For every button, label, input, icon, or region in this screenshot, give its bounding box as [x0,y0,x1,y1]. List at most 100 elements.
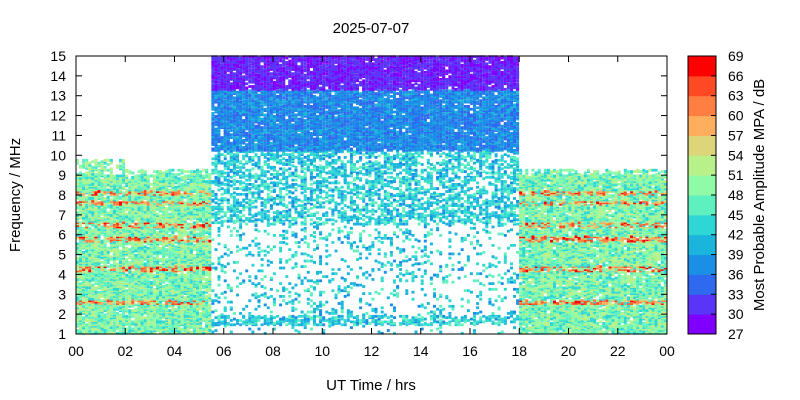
heatmap-cell [226,286,230,290]
heatmap-cell [180,290,184,294]
heatmap-cell [217,158,221,162]
heatmap-cell [134,185,138,189]
heatmap-cell [100,295,104,298]
heatmap-cell [137,282,141,285]
heatmap-cell [171,202,175,206]
heatmap-cell [82,270,86,274]
heatmap-cell [223,99,227,103]
heatmap-cell [205,194,209,198]
heatmap-cell [85,275,89,278]
heatmap-cell [91,183,95,186]
heatmap-cell [202,309,206,312]
heatmap-cell [97,211,101,215]
heatmap-cell [229,184,233,188]
heatmap-cell [79,282,82,285]
heatmap-cell [122,278,126,281]
heatmap-cell [205,198,209,202]
heatmap-cell [156,194,159,198]
heatmap-cell [128,202,132,206]
heatmap-cell [229,180,233,183]
heatmap-cell [128,255,132,259]
heatmap-cell [128,226,132,230]
heatmap-cell [226,97,230,101]
heatmap-cell [119,329,122,332]
heatmap-cell [199,246,203,250]
heatmap-cell [119,214,122,217]
heatmap-cell [156,246,159,250]
heatmap-cell [119,229,122,233]
heatmap-cell [149,187,153,190]
heatmap-cell [79,326,82,329]
heatmap-cell [112,262,116,266]
heatmap-cell [128,222,132,226]
heatmap-cell [211,192,215,196]
heatmap-cell [75,282,79,285]
heatmap-cell [112,218,116,222]
heatmap-cell [205,168,209,172]
heatmap-cell [100,299,104,303]
heatmap-cell [116,283,119,287]
heatmap-cell [88,286,92,290]
heatmap-cell [214,183,218,186]
heatmap-cell [202,177,206,181]
heatmap-cell [232,317,236,321]
heatmap-cell [205,211,209,215]
heatmap-cell [100,163,104,166]
heatmap-cell [112,211,116,215]
heatmap-cell [208,200,212,203]
heatmap-cell [116,185,119,189]
heatmap-cell [196,295,199,298]
heatmap-cell [168,292,172,295]
heatmap-cell [94,317,98,321]
heatmap-cell [180,249,184,253]
heatmap-cell [226,167,230,171]
heatmap-cell [131,198,135,202]
heatmap-cell [137,306,141,310]
heatmap-cell [211,55,215,59]
heatmap-cell [174,202,178,206]
heatmap-cell [159,198,162,202]
heatmap-cell [106,309,110,312]
heatmap-cell [199,198,203,202]
heatmap-cell [85,211,89,215]
heatmap-cell [122,198,126,202]
heatmap-cell [97,190,101,193]
heatmap-cell [91,174,95,178]
heatmap-cell [223,198,227,202]
heatmap-cell [220,219,224,223]
heatmap-cell [183,226,187,230]
heatmap-cell [97,326,101,329]
heatmap-cell [220,263,224,267]
heatmap-cell [223,113,227,117]
heatmap-cell [134,174,138,178]
heatmap-cell [183,283,187,287]
heatmap-cell [82,306,86,310]
heatmap-cell [189,255,193,259]
heatmap-cell [223,157,227,161]
heatmap-cell [159,246,162,250]
heatmap-cell [156,217,159,220]
heatmap-cell [146,238,150,242]
heatmap-cell [223,82,227,86]
heatmap-cell [131,205,135,209]
heatmap-cell [112,202,116,206]
heatmap-cell [116,317,119,321]
heatmap-cell [229,214,233,217]
heatmap-cell [143,268,147,271]
heatmap-cell [189,313,193,317]
heatmap-cell [223,136,227,139]
heatmap-cell [156,177,159,181]
heatmap-cell [128,266,132,270]
heatmap-cell [156,322,159,325]
heatmap-cell [214,123,218,127]
heatmap-cell [165,241,169,244]
heatmap-cell [229,286,233,290]
heatmap-cell [106,231,110,234]
heatmap-cell [112,327,116,331]
heatmap-cell [223,171,227,175]
heatmap-cell [189,178,193,182]
heatmap-cell [205,235,209,239]
heatmap-cell [168,221,172,225]
heatmap-cell [143,192,147,196]
heatmap-cell [236,198,239,202]
